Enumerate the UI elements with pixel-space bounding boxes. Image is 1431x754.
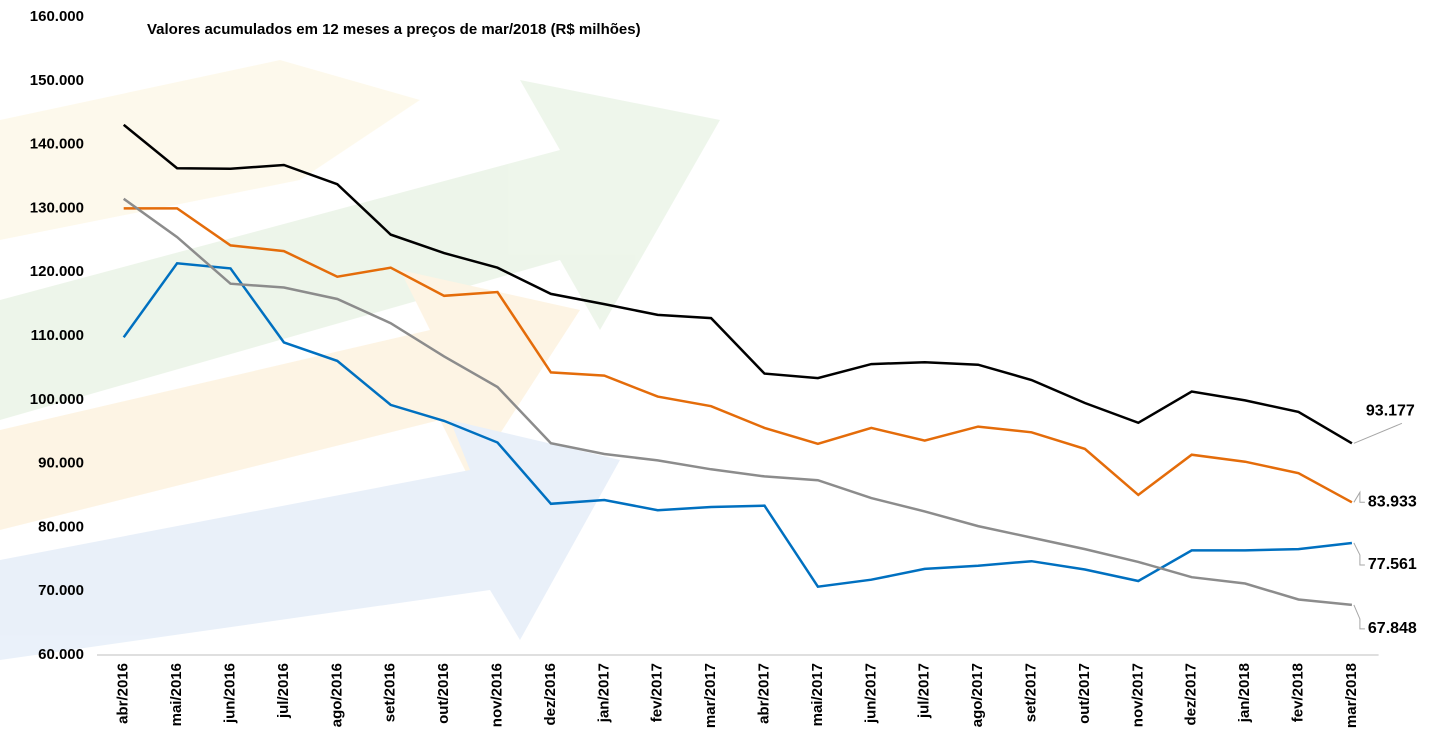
value-label: 93.177 (1366, 403, 1415, 420)
x-tick-label: out/2017 (1076, 663, 1093, 724)
chart: Valores acumulados em 12 meses a preços … (0, 0, 1431, 754)
x-tick-label: out/2016 (435, 663, 452, 724)
x-tick-label: mai/2017 (809, 663, 826, 726)
x-tick-label: abr/2016 (115, 663, 132, 724)
x-tick-label: jul/2017 (916, 663, 933, 719)
y-tick-label: 120.000 (30, 263, 84, 280)
x-tick-label: jun/2017 (862, 663, 879, 724)
y-tick-label: 150.000 (30, 72, 84, 89)
leader-line (1354, 543, 1365, 565)
y-tick-label: 130.000 (30, 199, 84, 216)
x-tick-label: nov/2016 (488, 663, 505, 727)
x-tick-label: fev/2017 (649, 663, 666, 722)
background-arrows (0, 60, 720, 660)
x-tick-label: fev/2018 (1289, 663, 1306, 722)
y-tick-label: 70.000 (38, 582, 84, 599)
leader-line (1354, 423, 1402, 443)
x-tick-label: mar/2017 (702, 663, 719, 728)
chart-title: Valores acumulados em 12 meses a preços … (147, 21, 641, 38)
x-tick-label: set/2016 (382, 663, 399, 722)
page: {"chart_data": {"type": "line", "title":… (0, 0, 1431, 754)
x-tick-label: ago/2016 (328, 663, 345, 727)
y-tick-label: 160.000 (30, 8, 84, 25)
y-tick-label: 80.000 (38, 518, 84, 535)
x-tick-label: nov/2017 (1129, 663, 1146, 727)
x-tick-label: set/2017 (1022, 663, 1039, 722)
x-tick-label: jan/2017 (595, 663, 612, 723)
value-label: 83.933 (1368, 494, 1417, 511)
value-label: 67.848 (1368, 620, 1417, 637)
leader-line (1354, 492, 1365, 502)
x-tick-label: mar/2018 (1343, 663, 1360, 728)
x-tick-label: abr/2017 (755, 663, 772, 724)
x-tick-label: jan/2018 (1236, 663, 1253, 723)
x-tick-label: jun/2016 (221, 663, 238, 724)
leader-line (1354, 605, 1365, 629)
y-tick-label: 110.000 (31, 327, 84, 344)
y-tick-label: 100.000 (30, 391, 84, 408)
y-tick-label: 60.000 (38, 646, 84, 663)
x-tick-label: jul/2016 (275, 663, 292, 719)
x-tick-label: ago/2017 (969, 663, 986, 727)
value-label: 77.561 (1368, 556, 1417, 573)
x-tick-label: mai/2016 (168, 663, 185, 726)
y-tick-label: 90.000 (38, 455, 84, 472)
x-tick-label: dez/2016 (542, 663, 559, 726)
x-tick-label: dez/2017 (1183, 663, 1200, 726)
y-tick-label: 140.000 (30, 136, 84, 153)
